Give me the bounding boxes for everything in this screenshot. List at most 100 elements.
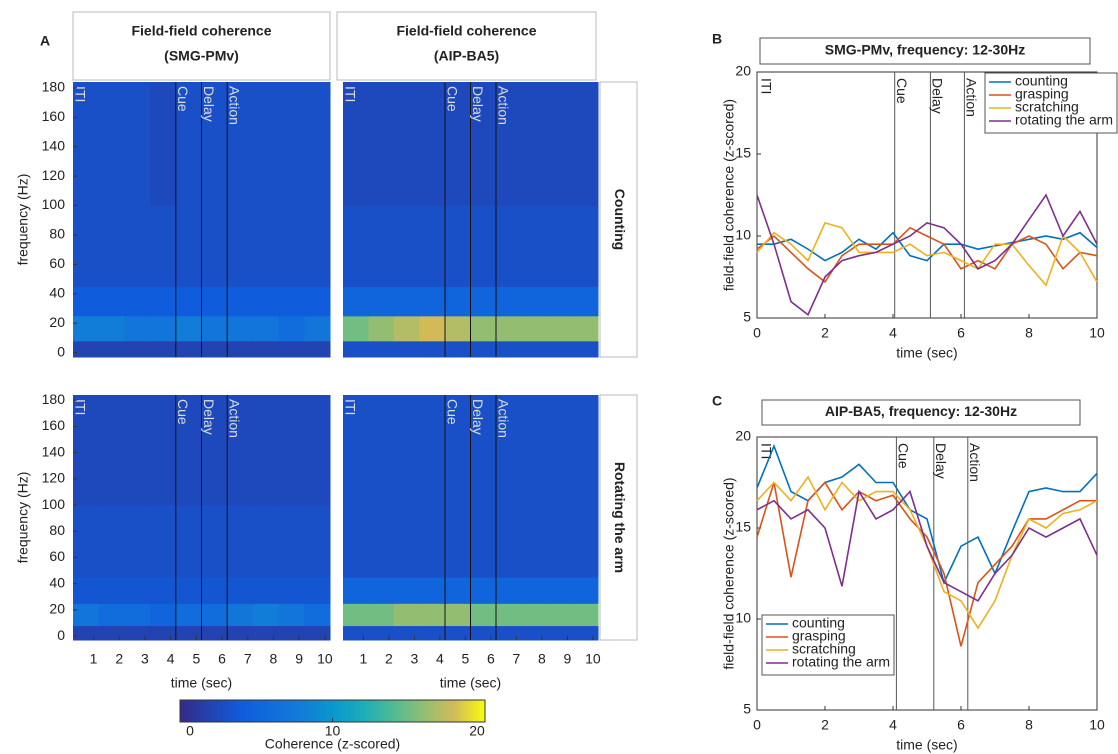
heat-cell (124, 205, 151, 287)
x-tick-label: 6 (218, 651, 226, 667)
heat-cell (394, 603, 420, 627)
y-tick-label: 180 (42, 391, 66, 407)
heat-cell (201, 625, 228, 641)
heat-cell (175, 82, 202, 207)
heat-cell (252, 286, 280, 317)
heat-cell (470, 315, 497, 342)
heat-cell (201, 205, 228, 287)
heat-cell (73, 577, 100, 604)
legend-label: counting (1015, 73, 1068, 89)
heat-cell (304, 505, 331, 578)
heat-cell (201, 577, 228, 604)
x-tick-label: 3 (141, 651, 149, 667)
heat-cell (175, 395, 202, 506)
event-label: Action (226, 86, 242, 125)
legend-label: scratching (792, 641, 856, 657)
heat-cell (572, 505, 599, 578)
heat-cell (470, 286, 497, 317)
x-tick-label: 8 (538, 651, 546, 667)
heat-cell (304, 340, 331, 358)
heat-cell (252, 205, 280, 287)
heat-cell (419, 340, 446, 358)
heat-cell (496, 505, 522, 578)
heat-cell (419, 315, 446, 342)
colorbar-label: Coherence (z-scored) (265, 736, 400, 752)
row-label: Counting (612, 189, 628, 250)
heat-cell (394, 82, 420, 207)
y-tick-label: 140 (42, 137, 66, 153)
heat-cell (304, 205, 331, 287)
heat-cell (572, 286, 599, 317)
heat-cell (445, 577, 471, 604)
y-axis-label: field-field coherence (z-scored) (721, 477, 737, 669)
heat-cell (445, 505, 471, 578)
event-label: Delay (201, 86, 217, 122)
x-tick-label: 4 (167, 651, 175, 667)
x-tick-label: 4 (889, 717, 897, 733)
x-tick-label: 10 (317, 651, 333, 667)
y-tick-label: 10 (735, 610, 751, 626)
legend-label: grasping (792, 628, 846, 644)
x-tick-label: 7 (244, 651, 252, 667)
x-tick-label: 6 (957, 717, 965, 733)
y-axis-label: frequency (Hz) (15, 472, 31, 564)
heat-cell (445, 603, 471, 627)
heat-cell (419, 603, 446, 627)
y-tick-label: 0 (57, 627, 65, 643)
heat-cell (368, 603, 395, 627)
series-line (756, 489, 1098, 602)
heat-cell (150, 505, 177, 578)
heat-cell (227, 603, 254, 627)
heat-cell (278, 603, 305, 627)
x-tick-label: 2 (115, 651, 123, 667)
heat-cell (368, 625, 395, 641)
y-tick-label: 120 (42, 167, 66, 183)
heat-cell (572, 315, 599, 342)
event-label: Cue (894, 78, 910, 104)
legend-label: grasping (1015, 86, 1069, 102)
heat-cell (496, 205, 522, 287)
x-tick-label: 9 (564, 651, 572, 667)
heat-cell (98, 205, 125, 287)
heat-cell (124, 286, 151, 317)
x-tick-label: 2 (385, 651, 393, 667)
event-label: ITI (72, 86, 88, 102)
heat-cell (496, 340, 522, 358)
y-tick-label: 60 (49, 548, 65, 564)
heat-cell (419, 577, 446, 604)
legend-box (761, 614, 895, 676)
heat-cell (304, 603, 331, 627)
heat-cell (73, 82, 100, 207)
heat-cell (343, 395, 369, 506)
heat-cell (394, 577, 420, 604)
heat-cell (175, 315, 202, 342)
heat-cell (73, 603, 100, 627)
heat-cell (343, 205, 369, 287)
heat-cell (124, 340, 151, 358)
heat-cell (201, 505, 228, 578)
heat-cell (252, 505, 280, 578)
heat-cell (368, 205, 395, 287)
x-tick-label: 4 (436, 651, 444, 667)
x-tick-label: 0 (753, 325, 761, 341)
heat-cell (73, 505, 100, 578)
heat-cell (394, 340, 420, 358)
heat-cell (445, 395, 471, 506)
row-label-box (599, 394, 638, 641)
heat-cell (73, 315, 100, 342)
heat-cell (521, 395, 548, 506)
x-tick-label: 5 (462, 651, 470, 667)
heat-cell (521, 286, 548, 317)
heat-cell (394, 286, 420, 317)
y-tick-label: 160 (42, 108, 66, 124)
heat-cell (175, 340, 202, 358)
column-title-box (72, 11, 331, 81)
heat-cell (394, 315, 420, 342)
x-tick-label: 10 (1089, 325, 1105, 341)
heat-cell (252, 577, 280, 604)
x-tick-label: 0 (753, 717, 761, 733)
heat-cell (304, 315, 331, 342)
heat-cell (124, 625, 151, 641)
heat-cell (547, 82, 573, 207)
column-title-box (336, 11, 597, 81)
